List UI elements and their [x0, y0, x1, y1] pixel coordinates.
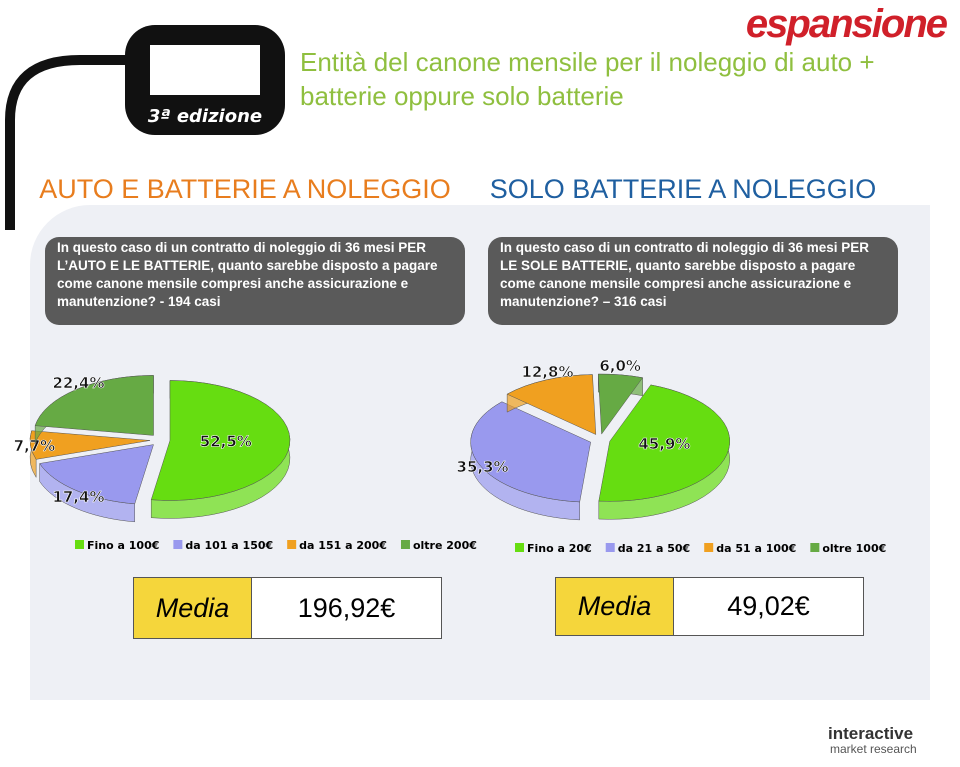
pie-slice [597, 373, 644, 435]
value-label: 35,3% [457, 458, 509, 476]
brand-logo: espansione [745, 2, 948, 46]
media-value: 196,92€ [297, 592, 396, 623]
pie-slice [598, 384, 731, 502]
legend-label: da 151 a 200€ [299, 539, 387, 552]
pie-slice [39, 444, 154, 505]
media-box: Media 49,02€ [555, 577, 864, 636]
slide-title: Entità del canone mensile per il noleggi… [300, 47, 875, 111]
legend-swatch [287, 540, 297, 549]
plug-cable [4, 55, 130, 230]
pie-slice [506, 374, 597, 435]
media-box: Media 196,92€ [133, 577, 442, 639]
media-value: 49,02€ [727, 591, 810, 621]
legend-label: Fino a 100€ [87, 539, 159, 552]
legend-swatch [810, 543, 820, 552]
pie-slice [29, 430, 151, 460]
value-label: 17,4% [52, 488, 104, 506]
legend-label: da 101 a 150€ [185, 539, 273, 552]
edition-text: 3ª edizione [148, 106, 262, 127]
panel-heading: AUTO E BATTERIE A NOLEGGIO [39, 174, 451, 204]
value-label: 45,9% [638, 435, 690, 453]
legend-swatch [75, 540, 84, 549]
media-label: Media [134, 578, 252, 638]
legend-label: da 51 a 100€ [716, 542, 796, 555]
legend-label: Fino a 20€ [527, 542, 592, 555]
value-label: 6,0% [599, 357, 641, 375]
edition-logo: 3ª edizione [4, 25, 285, 230]
company-logo: interactive [828, 724, 914, 743]
legend-swatch [704, 543, 714, 552]
company-tagline: market research [830, 742, 917, 756]
legend-swatch [605, 543, 615, 552]
legend-label: oltre 100€ [822, 542, 886, 555]
question-box: In questo caso di un contratto di nolegg… [45, 237, 465, 325]
media-label: Media [556, 578, 674, 635]
value-label: 7,7% [14, 437, 56, 455]
pie-slice [150, 380, 291, 501]
value-label: 52,5% [200, 432, 252, 450]
legend-label: da 21 a 50€ [618, 542, 690, 555]
charts: 52,5% 17,4% 7,7% 22,4% Fino a 100€ da 101 a 1… [13, 357, 886, 555]
pie-slice [470, 401, 591, 503]
legend-swatch [173, 540, 183, 549]
value-label: 12,8% [521, 363, 573, 381]
legend-swatch [400, 540, 410, 549]
question-box: In questo caso di un contratto di nolegg… [488, 237, 898, 325]
legend-swatch [515, 543, 524, 552]
pie-slice [34, 375, 154, 436]
panel-heading: SOLO BATTERIE A NOLEGGIO [489, 174, 877, 204]
plug-window [150, 45, 260, 95]
legend-label: oltre 200€ [413, 539, 477, 552]
value-label: 22,4% [52, 374, 104, 392]
